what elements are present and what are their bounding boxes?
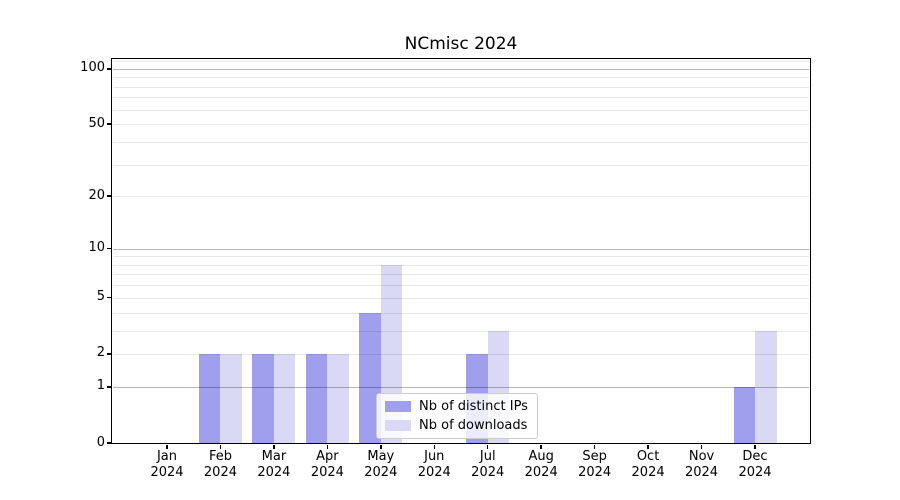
bar: [733, 386, 755, 443]
legend-swatch-downloads-icon: [385, 420, 411, 431]
gridline: [113, 68, 809, 70]
gridline: [113, 97, 809, 99]
bar: [327, 353, 349, 443]
x-tick-label: Oct 2024: [612, 449, 684, 481]
gridline: [113, 86, 809, 88]
x-tick-mark: [486, 444, 489, 449]
y-tick-mark: [107, 353, 112, 355]
y-tick-label: 2: [96, 345, 105, 361]
gridline: [113, 248, 809, 250]
y-tick-mark: [107, 296, 112, 299]
bar: [755, 330, 777, 443]
y-tick-label: 1: [96, 378, 105, 394]
bar: [198, 353, 221, 443]
legend-label-distinct-ips: Nb of distinct IPs: [419, 399, 528, 414]
gridline: [113, 124, 809, 126]
x-tick-label: Jan 2024: [131, 449, 203, 481]
x-tick-mark: [326, 444, 329, 449]
gridline: [113, 274, 809, 276]
x-tick-mark: [540, 444, 542, 449]
gridline: [113, 312, 809, 314]
x-tick-label: Mar 2024: [238, 449, 310, 481]
gridline: [113, 353, 809, 355]
y-tick-label: 5: [96, 289, 105, 305]
y-tick-label: 50: [88, 115, 105, 131]
legend-swatch-distinct-ips-icon: [385, 401, 411, 412]
x-tick-mark: [754, 444, 756, 449]
legend-item-downloads: Nb of downloads: [385, 418, 528, 433]
legend: Nb of distinct IPs Nb of downloads: [376, 393, 538, 439]
x-tick-year-label: 2024: [310, 465, 344, 480]
x-tick-year-label: 2024: [257, 465, 291, 480]
gridline: [113, 330, 809, 332]
x-tick-year-label: 2024: [150, 465, 184, 480]
gridline: [113, 77, 809, 79]
y-tick-label: 20: [88, 187, 105, 203]
bar: [359, 312, 381, 443]
chart-title: NCmisc 2024: [404, 34, 518, 54]
y-tick-mark: [107, 123, 112, 125]
x-tick-label: Nov 2024: [666, 449, 738, 481]
x-tick-mark: [700, 444, 703, 449]
gridline: [113, 164, 809, 166]
x-tick-label: Apr 2024: [291, 449, 363, 481]
y-tick-label: 0: [96, 434, 105, 450]
gridline: [113, 285, 809, 287]
bar: [305, 353, 328, 443]
legend-label-downloads: Nb of downloads: [419, 418, 528, 433]
gridline: [113, 61, 809, 63]
legend-item-distinct-ips: Nb of distinct IPs: [385, 399, 528, 414]
bar: [273, 353, 296, 443]
y-tick-mark: [107, 195, 112, 197]
y-tick-mark: [107, 442, 112, 444]
y-tick-mark: [107, 68, 112, 70]
x-tick-label: Feb 2024: [184, 449, 256, 481]
x-tick-year-label: 2024: [203, 465, 237, 480]
y-tick-mark: [107, 247, 112, 250]
gridline: [113, 297, 809, 299]
y-tick-label: 100: [80, 60, 105, 76]
gridline: [113, 141, 809, 143]
x-tick-label: Aug 2024: [505, 449, 577, 481]
bar: [252, 353, 274, 443]
x-tick-year-label: 2024: [684, 465, 719, 480]
x-tick-mark: [273, 444, 275, 449]
x-tick-year-label: 2024: [738, 465, 772, 480]
x-tick-mark: [433, 444, 436, 449]
x-tick-year-label: 2024: [578, 465, 612, 480]
gridline: [113, 264, 809, 266]
x-tick-label: Dec 2024: [719, 449, 791, 481]
x-tick-label: Jul 2024: [452, 449, 524, 481]
gridline: [113, 256, 809, 258]
x-tick-label: May 2024: [345, 449, 417, 481]
x-tick-year-label: 2024: [471, 465, 505, 480]
gridline: [113, 109, 809, 111]
x-tick-label: Sep 2024: [559, 449, 631, 481]
gridline: [113, 386, 809, 388]
x-tick-mark: [380, 444, 382, 449]
x-tick-mark: [166, 444, 168, 449]
x-tick-mark: [219, 444, 222, 449]
y-tick-label: 10: [88, 240, 105, 256]
gridline: [113, 196, 809, 198]
x-tick-mark: [647, 444, 649, 449]
x-tick-label: Jun 2024: [398, 449, 470, 481]
x-tick-mark: [593, 444, 596, 449]
x-tick-year-label: 2024: [364, 465, 398, 480]
y-tick-mark: [107, 386, 112, 388]
x-tick-year-label: 2024: [524, 465, 558, 480]
x-tick-year-label: 2024: [631, 465, 665, 480]
bar: [220, 353, 242, 443]
x-tick-year-label: 2024: [417, 465, 451, 480]
